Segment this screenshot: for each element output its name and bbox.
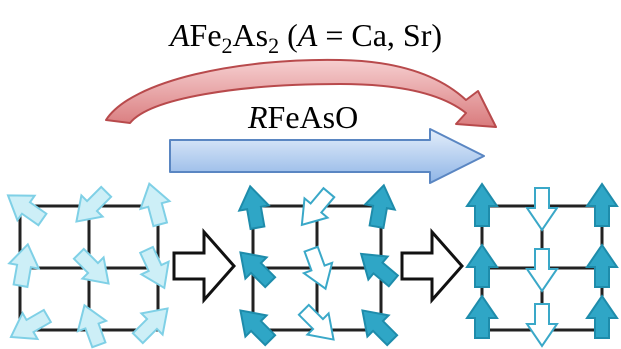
spin-arrow-icon (237, 184, 271, 231)
spin-arrow-icon (76, 303, 109, 349)
lattice-2-spins (237, 183, 400, 347)
spin-arrow-icon (361, 309, 399, 347)
lattice-1-spins (6, 182, 172, 349)
spin-arrow-icon (9, 308, 53, 341)
spin-arrow-icon (525, 187, 559, 232)
spin-arrow-icon (6, 194, 48, 227)
lattice-3-spins (465, 182, 619, 348)
spin-arrow-icon (72, 247, 110, 285)
spin-arrow-icon (585, 294, 619, 339)
hollow-arrow-right-icon (172, 228, 237, 304)
block-arrow-right-icon (169, 128, 485, 184)
spin-arrow-icon (465, 182, 499, 227)
top-formula-label: AFe2As2 (A = Ca, Sr) (168, 17, 442, 58)
spin-arrow-icon (525, 303, 559, 348)
spin-arrow-icon (465, 294, 499, 339)
spin-arrow-icon (239, 251, 277, 289)
spin-arrow-icon (525, 248, 559, 293)
spin-arrow-icon (359, 252, 400, 288)
spin-arrow-icon (465, 243, 499, 288)
spin-arrow-icon (585, 243, 619, 288)
spin-arrow-icon (297, 303, 335, 341)
spin-arrow-icon (131, 307, 169, 345)
spin-arrow-icon (363, 183, 397, 230)
hollow-arrow-right-icon (400, 228, 465, 304)
spin-arrow-icon (138, 245, 170, 290)
spin-arrow-icon (300, 186, 336, 227)
spin-arrow-icon (75, 185, 113, 223)
spin-arrow-icon (585, 182, 619, 227)
spin-arrow-icon (239, 309, 277, 347)
spin-arrow-icon (7, 242, 41, 289)
spin-arrow-icon (301, 245, 334, 291)
middle-formula-label: RFeAsO (247, 99, 358, 135)
spin-arrow-icon (138, 182, 172, 228)
curved-arrow-icon (105, 58, 497, 128)
